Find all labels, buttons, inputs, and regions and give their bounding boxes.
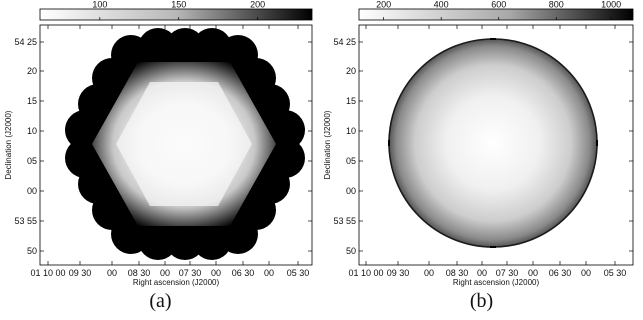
x-tick-label: 08 30	[128, 268, 151, 278]
y-tick-label: 50	[346, 246, 356, 256]
colorbar-a-ticks: 100 150 200	[92, 0, 265, 20]
x-tick-label: 00	[424, 268, 434, 278]
caption-a: (a)	[149, 290, 172, 312]
y-tick-label: 15	[346, 96, 356, 106]
axes-b: 54 25 20 15 10 05 00 53 55 50 01 10 00 09 30 00 08 …	[333, 25, 633, 278]
circular-beam-image	[388, 38, 598, 248]
x-tick-label: 00	[264, 268, 274, 278]
hexagon-mosaic-image	[65, 28, 305, 260]
x-tick-label: 06 30	[232, 268, 255, 278]
panel-b-figure: 200 400 600 800 1000 54 25 20 15 10 05 00 53 55 50 0…	[323, 0, 634, 287]
colorbar-tick-label: 100	[92, 0, 107, 10]
y-tick-label: 53 55	[14, 216, 37, 226]
y-tick-label: 20	[27, 66, 37, 76]
axes-a: 54 25 20 15 10 05 00 53 55 50 01 10 00 09 30 00 08 …	[14, 25, 312, 278]
x-tick-label: 05 30	[287, 268, 310, 278]
colorbar-b	[358, 8, 634, 21]
colorbar-tick-label: 200	[250, 0, 265, 10]
x-tick-label: 01 10 00	[348, 268, 383, 278]
y-tick-label: 05	[27, 156, 37, 166]
x-tick-label: 00	[581, 268, 591, 278]
panel-b: 200 400 600 800 1000 54 25 20 15 10 05 00 53 55 50 0…	[321, 0, 642, 320]
colorbar-tick-label: 1000	[601, 0, 621, 10]
y-axis-label-b: Declination (J2000)	[323, 110, 332, 179]
colorbar-tick-label: 400	[434, 0, 449, 10]
y-tick-label: 54 25	[14, 37, 37, 47]
x-tick-label: 08 30	[446, 268, 469, 278]
x-tick-label: 00	[477, 268, 487, 278]
y-tick-label: 05	[346, 156, 356, 166]
x-tick-label: 09 30	[387, 268, 410, 278]
y-tick-label: 00	[27, 186, 37, 196]
panel-a-figure: 100 150 200	[4, 0, 313, 287]
x-tick-label: 01 10 00	[30, 268, 65, 278]
colorbar-b-ticks: 200 400 600 800 1000	[376, 0, 621, 20]
caption-b: (b)	[469, 290, 494, 312]
y-tick-label: 54 25	[333, 37, 356, 47]
x-tick-label: 00	[107, 268, 117, 278]
y-tick-label: 20	[346, 66, 356, 76]
colorbar-a	[39, 8, 313, 21]
x-tick-label: 07 30	[496, 268, 519, 278]
y-tick-label: 10	[27, 126, 37, 136]
y-axis-label-a: Declination (J2000)	[4, 110, 13, 179]
y-tick-label: 10	[346, 126, 356, 136]
y-tick-label: 00	[346, 186, 356, 196]
x-tick-label: 00	[528, 268, 538, 278]
y-tick-label: 15	[27, 96, 37, 106]
x-tick-label: 00	[211, 268, 221, 278]
y-tick-label: 53 55	[333, 216, 356, 226]
x-axis-label-a: Right ascension (J2000)	[133, 278, 220, 287]
colorbar-tick-label: 600	[491, 0, 506, 10]
x-tick-label: 00	[160, 268, 170, 278]
x-tick-label: 06 30	[549, 268, 572, 278]
panel-a: 100 150 200	[0, 0, 321, 320]
x-tick-label: 07 30	[179, 268, 202, 278]
x-tick-label: 05 30	[604, 268, 627, 278]
colorbar-tick-label: 800	[549, 0, 564, 10]
x-axis-label-b: Right ascension (J2000)	[453, 278, 540, 287]
y-tick-label: 50	[27, 246, 37, 256]
colorbar-tick-label: 150	[171, 0, 186, 10]
colorbar-tick-label: 200	[376, 0, 391, 10]
x-tick-label: 09 30	[69, 268, 92, 278]
